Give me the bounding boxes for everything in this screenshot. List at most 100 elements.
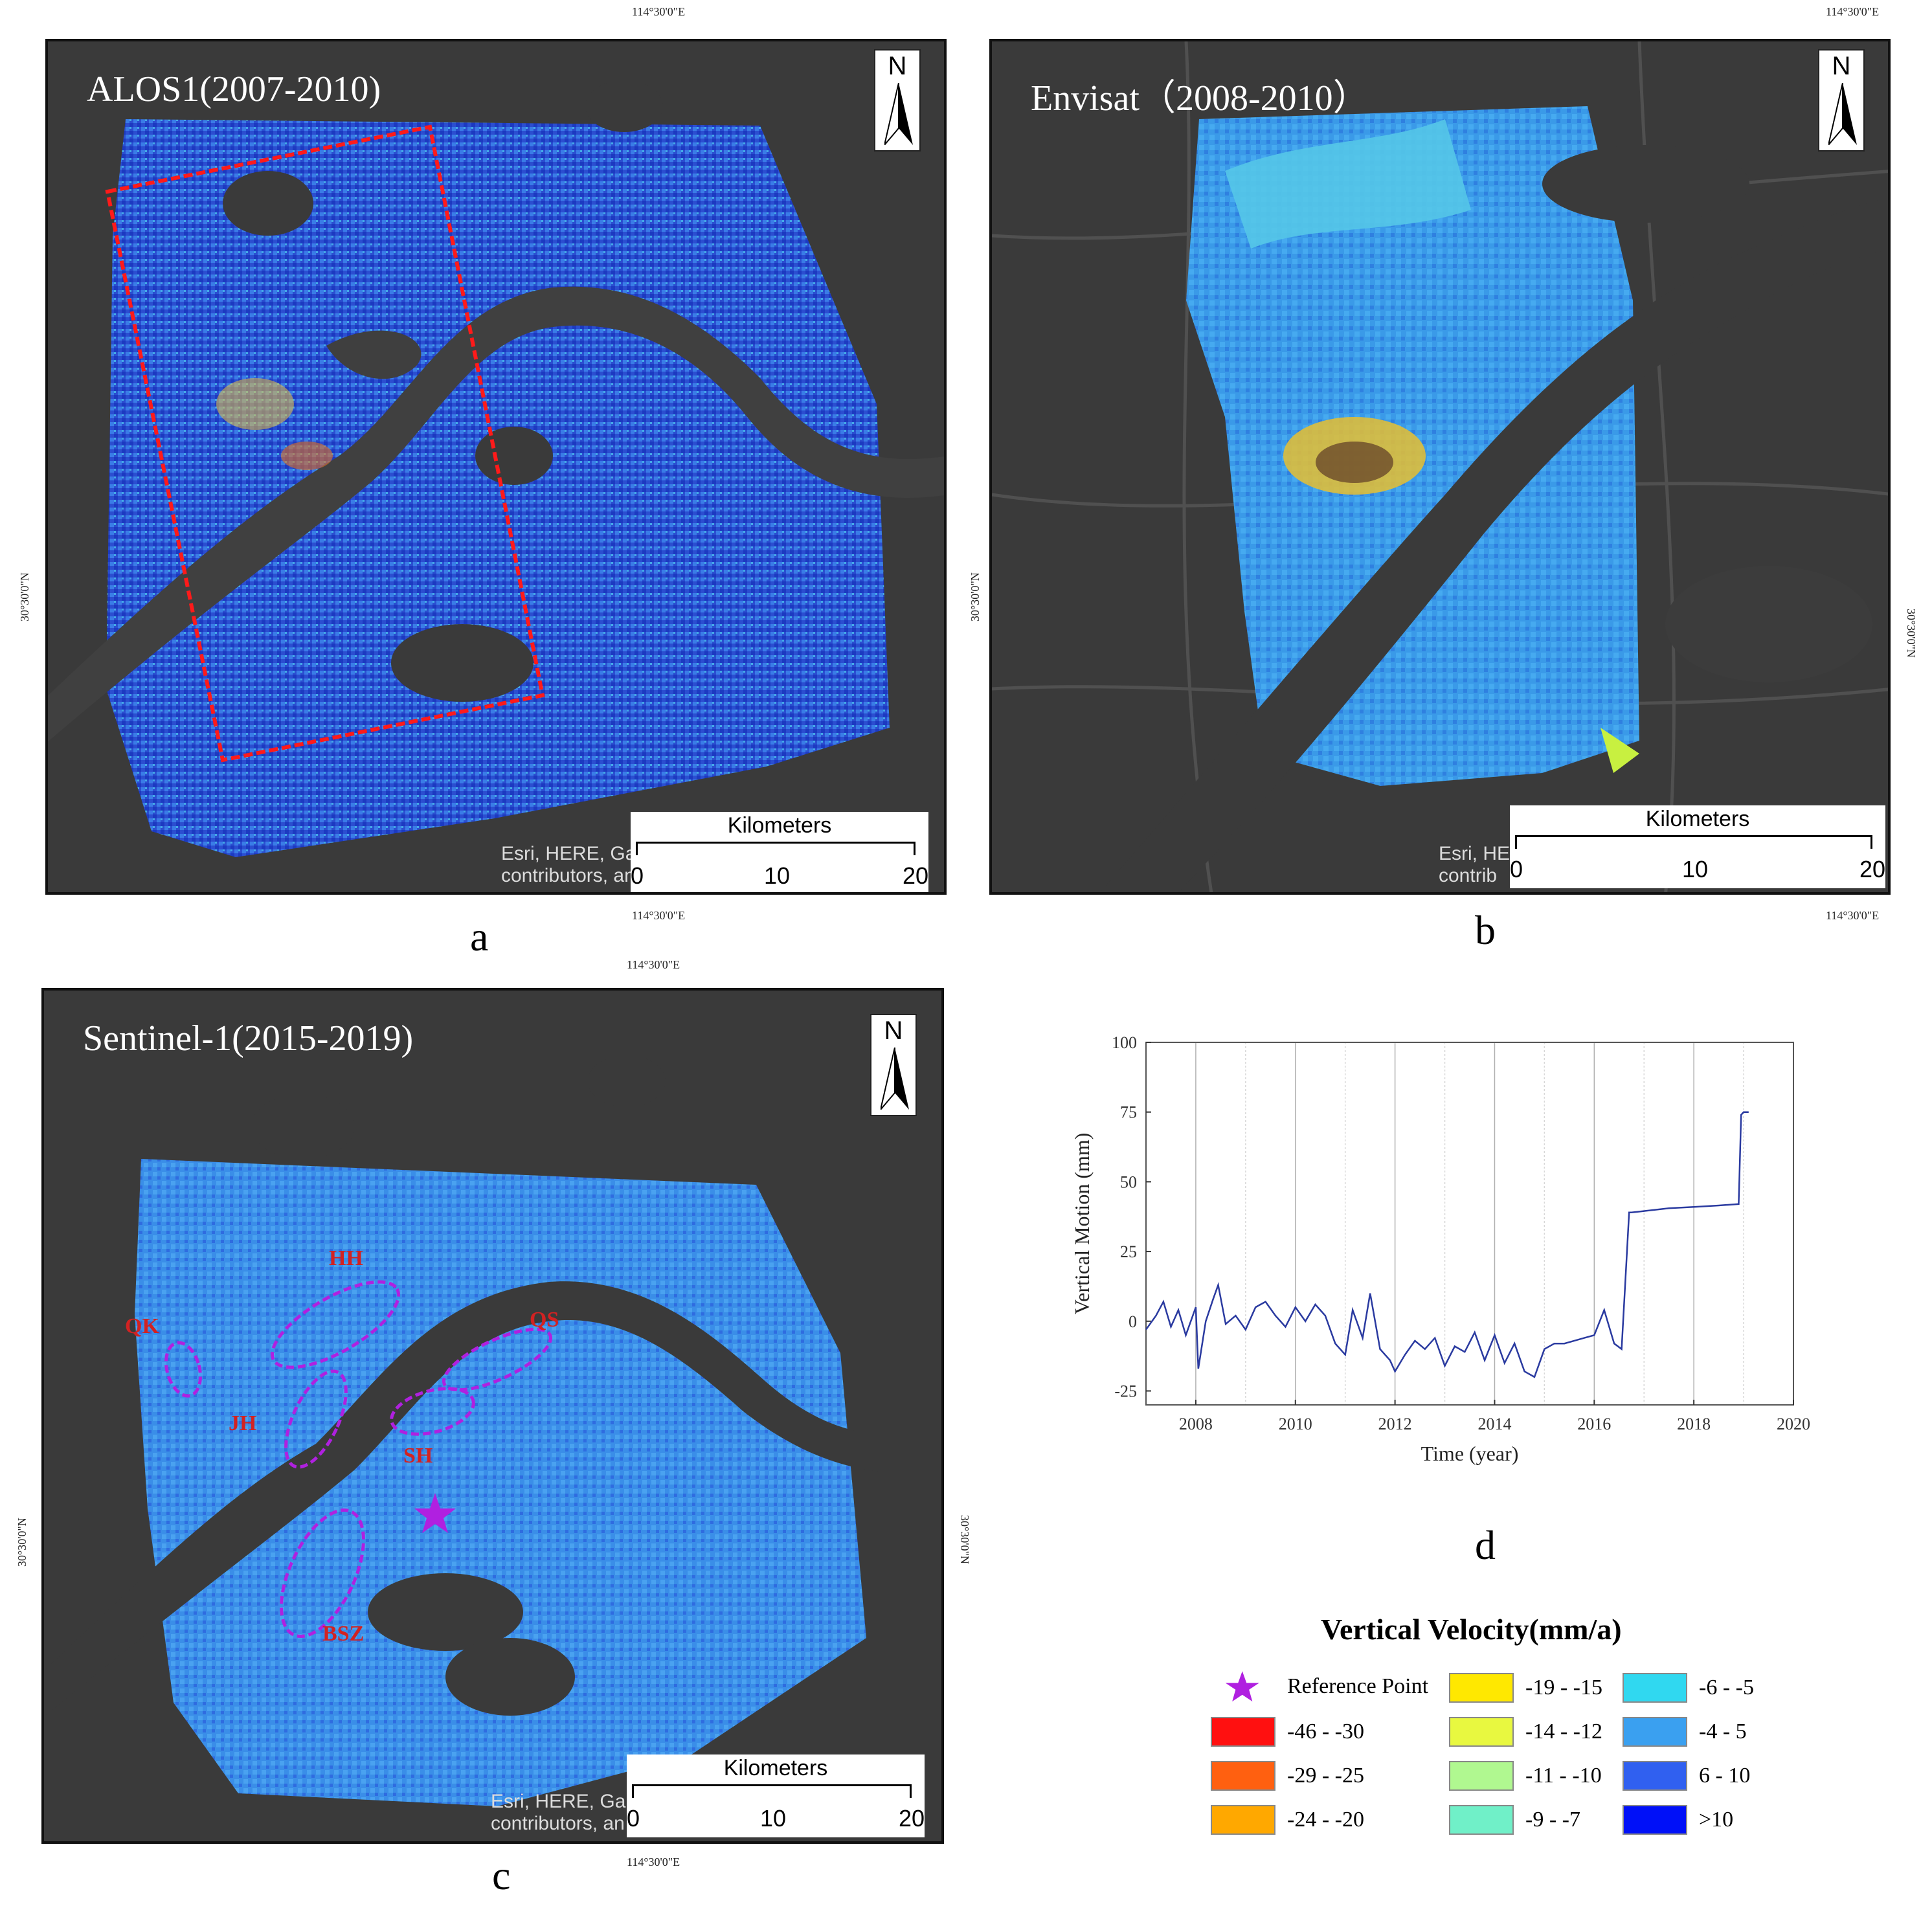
legend-item: -29 - -25 <box>1211 1760 1364 1792</box>
y-tick-label: 75 <box>1120 1103 1137 1122</box>
legend-swatch <box>1211 1717 1275 1747</box>
map-panel-a[interactable]: ALOS1(2007-2010) N Esri, HERE, Ga contri… <box>45 39 947 895</box>
series-line <box>1145 1111 1749 1378</box>
legend-item: -9 - -7 <box>1449 1804 1580 1836</box>
coord-bottom-c: 114°30'0"E <box>627 1855 680 1868</box>
panel-b-title: Envisat（2008-2010） <box>1031 78 1369 118</box>
x-tick-label: 2010 <box>1279 1415 1312 1433</box>
panel-label-d: d <box>1475 1522 1496 1568</box>
chart-svg: 2008 2010 2012 2014 2016 2018 2020 -25 0 25 50 75 10… <box>1070 1033 1810 1465</box>
legend-reference: Reference Point <box>1211 1670 1428 1703</box>
insar-coverage-a <box>106 119 890 857</box>
legend-label: -9 - -7 <box>1525 1808 1580 1832</box>
legend-swatch <box>1623 1761 1687 1791</box>
north-arrow-icon <box>884 83 913 145</box>
legend-item: -14 - -12 <box>1449 1716 1602 1748</box>
coord-left-a: 30°30'0"N <box>18 572 31 622</box>
legend-label: -29 - -25 <box>1287 1764 1364 1788</box>
legend-label: -4 - 5 <box>1699 1720 1747 1743</box>
north-arrow-icon <box>1828 83 1857 145</box>
legend-swatch <box>1449 1805 1514 1835</box>
zone-label-bsz: BSZ <box>322 1622 365 1646</box>
coord-right-b: 30°30'0"N <box>1905 609 1918 658</box>
legend-label: -6 - -5 <box>1699 1676 1754 1699</box>
legend-label: 6 - 10 <box>1699 1764 1751 1788</box>
x-tick-label: 2016 <box>1577 1415 1611 1433</box>
attribution-c: Esri, HERE, Ga contributors, an <box>491 1791 626 1834</box>
vertical-motion-chart: 2008 2010 2012 2014 2016 2018 2020 -25 0 25 50 75 10… <box>1049 1010 1852 1515</box>
legend-swatch <box>1449 1673 1514 1703</box>
zone-label-sh: SH <box>403 1444 433 1468</box>
x-tick-label: 2008 <box>1179 1415 1213 1433</box>
panel-c-title: Sentinel-1(2015-2019) <box>83 1018 414 1059</box>
map-panel-c[interactable]: Sentinel-1(2015-2019) HH QK QS JH SH BSZ… <box>41 988 944 1844</box>
attribution-a: Esri, HERE, Ga contributors, an <box>501 843 636 886</box>
legend-label: -24 - -20 <box>1287 1808 1364 1832</box>
legend-label: -14 - -12 <box>1525 1720 1602 1743</box>
x-axis-label: Time (year) <box>1421 1442 1519 1465</box>
scale-bar-a: Kilometers 0 10 20 <box>631 812 928 892</box>
map-c-canvas <box>44 1055 941 1806</box>
legend-swatch <box>1449 1717 1514 1747</box>
zone-label-jh: JH <box>229 1411 257 1435</box>
north-arrow-c: N <box>870 1014 917 1116</box>
panel-a-title: ALOS1(2007-2010) <box>87 69 381 109</box>
coord-bottom-b: 114°30'0"E <box>1826 909 1880 922</box>
north-arrow-b: N <box>1818 49 1865 151</box>
zone-label-qs: QS <box>530 1308 559 1332</box>
x-tick-label: 2020 <box>1777 1415 1810 1433</box>
coord-bottom-a: 114°30'0"E <box>632 909 686 922</box>
reference-star-icon <box>414 1493 456 1533</box>
legend-item: -24 - -20 <box>1211 1804 1364 1836</box>
legend-swatch <box>1623 1673 1687 1703</box>
y-tick-label: 100 <box>1112 1033 1137 1052</box>
legend-swatch <box>1211 1761 1275 1791</box>
coord-right-c: 30°30'0"N <box>958 1515 971 1564</box>
map-panel-b[interactable]: Envisat（2008-2010） N Esri, HE contrib Ki… <box>989 39 1891 895</box>
subset-rectangle <box>105 124 545 763</box>
legend-swatch <box>1623 1805 1687 1835</box>
legend-item: -19 - -15 <box>1449 1672 1602 1704</box>
coord-left-c: 30°30'0"N <box>16 1518 28 1567</box>
legend-label: >10 <box>1699 1808 1734 1832</box>
coord-top-a: 114°30'0"E <box>632 5 686 18</box>
panel-label-c: c <box>492 1852 511 1898</box>
map-a-canvas <box>48 80 944 857</box>
legend-swatch <box>1623 1717 1687 1747</box>
legend-swatch <box>1211 1805 1275 1835</box>
panel-label-a: a <box>470 914 489 959</box>
y-tick-label: 50 <box>1120 1172 1137 1191</box>
zone-label-qk: QK <box>125 1314 159 1338</box>
x-tick-label: 2018 <box>1677 1415 1711 1433</box>
legend-item: -4 - 5 <box>1623 1716 1747 1748</box>
scale-bar-c: Kilometers 0 10 20 <box>627 1754 925 1837</box>
legend-label: -19 - -15 <box>1525 1676 1602 1699</box>
north-arrow-a: N <box>874 49 921 151</box>
attribution-b: Esri, HE contrib <box>1439 843 1511 886</box>
y-tick-label: 0 <box>1129 1312 1137 1331</box>
coord-top-c: 114°30'0"E <box>627 958 680 971</box>
coord-top-b: 114°30'0"E <box>1826 5 1880 18</box>
plot-frame <box>1145 1042 1794 1406</box>
y-tick-label: -25 <box>1114 1382 1137 1400</box>
zone-label-hh: HH <box>329 1246 363 1270</box>
legend-item: -46 - -30 <box>1211 1716 1364 1748</box>
reference-star-icon <box>1225 1671 1259 1702</box>
x-tick-label: 2014 <box>1477 1415 1511 1433</box>
y-axis-label: Vertical Motion (mm) <box>1070 1133 1094 1315</box>
legend-label: -11 - -10 <box>1525 1764 1602 1788</box>
map-b-canvas <box>992 41 1888 892</box>
coord-left-b: 30°30'0"N <box>969 572 982 622</box>
north-letter-a: N <box>888 52 907 80</box>
y-tick-label: 25 <box>1120 1242 1137 1261</box>
legend-item: 6 - 10 <box>1623 1760 1750 1792</box>
legend-item: >10 <box>1623 1804 1733 1836</box>
panel-label-b: b <box>1475 907 1496 953</box>
x-tick-label: 2012 <box>1378 1415 1412 1433</box>
yangtze-river-b <box>1100 197 1888 892</box>
legend-title: Vertical Velocity(mm/a) <box>1321 1613 1622 1646</box>
north-arrow-icon <box>881 1048 909 1110</box>
legend-item: -11 - -10 <box>1449 1760 1602 1792</box>
legend-swatch <box>1449 1761 1514 1791</box>
legend-item: -6 - -5 <box>1623 1672 1754 1704</box>
